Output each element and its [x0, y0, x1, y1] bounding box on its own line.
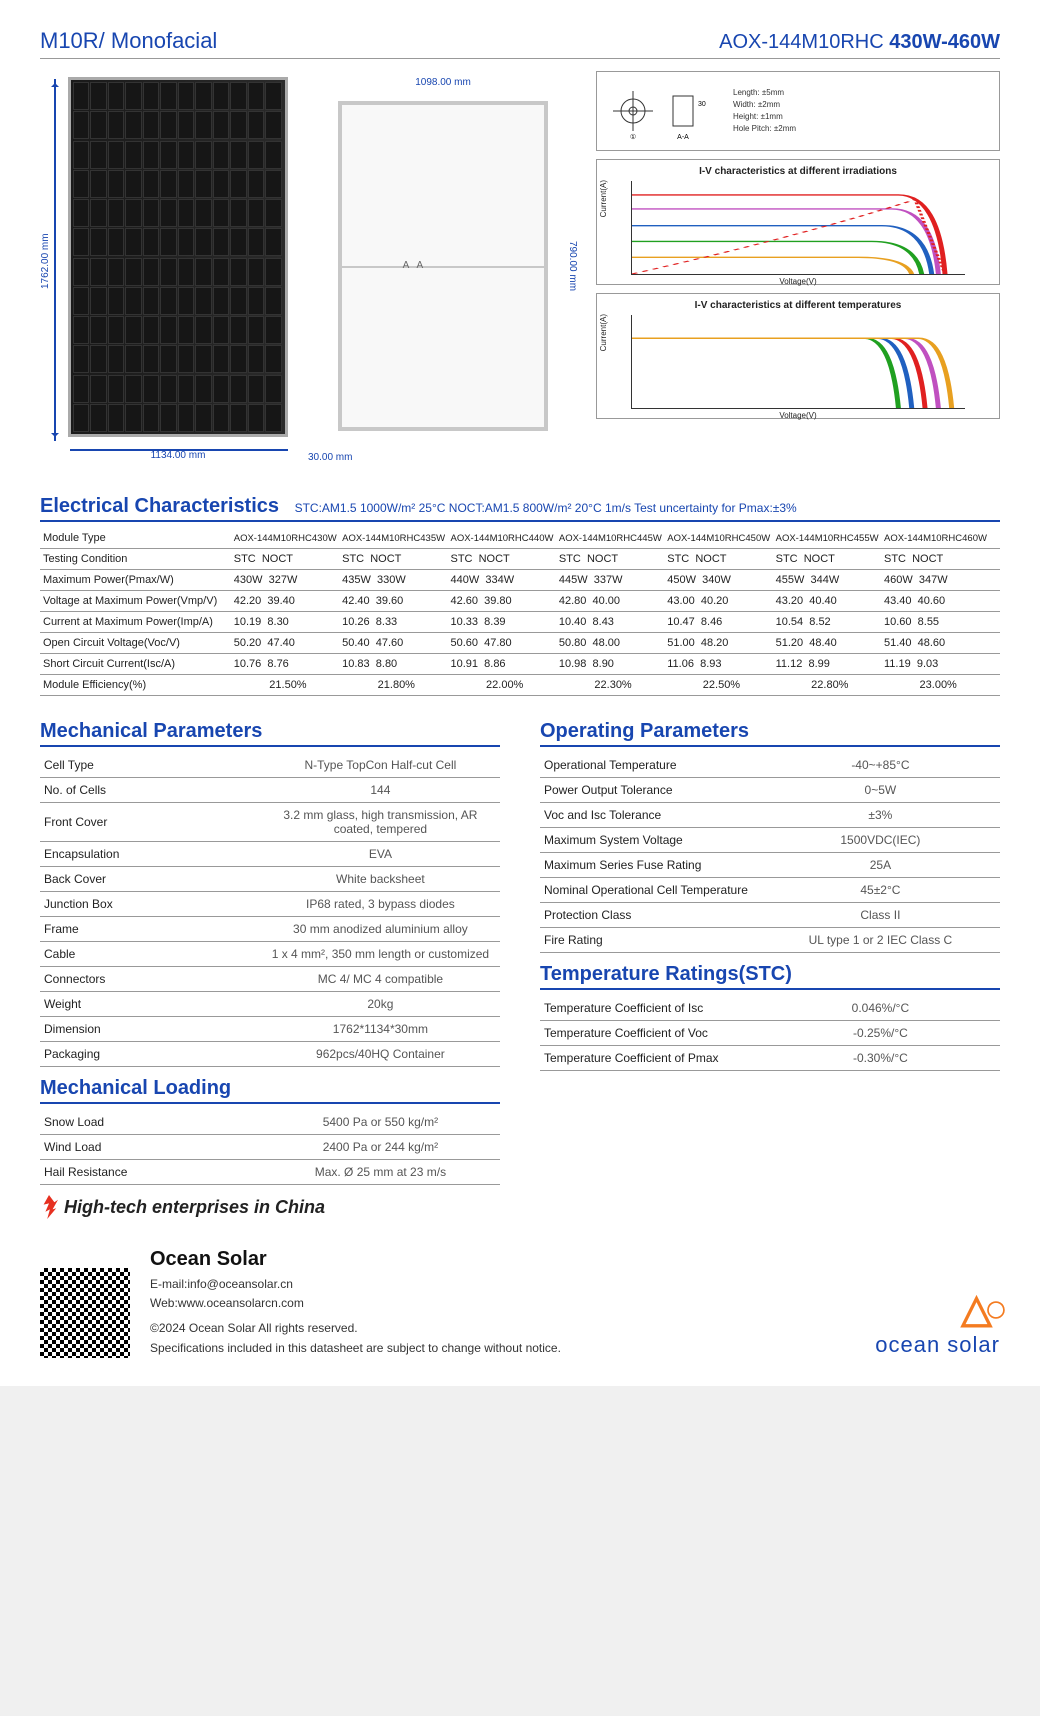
table-row: Current at Maximum Power(Imp/A)10.19 8.3… [40, 612, 1000, 633]
disclaimer: Specifications included in this datashee… [150, 1339, 561, 1358]
panel-height-dim: 1762.00 mm [40, 81, 62, 441]
temperature-table: Temperature Coefficient of Isc0.046%/°CT… [540, 996, 1000, 1071]
table-row: Short Circuit Current(Isc/A)10.76 8.7610… [40, 654, 1000, 675]
loading-table: Snow Load5400 Pa or 550 kg/m²Wind Load24… [40, 1110, 500, 1185]
efficiency-row: Module Efficiency(%)21.50%21.80%22.00%22… [40, 675, 1000, 696]
chart-title: I-V characteristics at different tempera… [603, 300, 993, 311]
detail-drawing: ① 30 A-A Length: ±5mmWidth: ±2mmHeight: ±1… [596, 71, 1000, 151]
operating-title: Operating Parameters [540, 720, 1000, 747]
panel-front-view: 1762.00 mm 1134.00 mm [40, 71, 300, 471]
website: Web:www.oceansolarcn.com [150, 1294, 561, 1313]
table-row: Front Cover3.2 mm glass, high transmissi… [40, 803, 500, 842]
product-code: M10R/ [40, 28, 105, 53]
table-row: Packaging962pcs/40HQ Container [40, 1042, 500, 1067]
table-row: Maximum System Voltage1500VDC(IEC) [540, 828, 1000, 853]
frame-height-dim: 790.00 mm [567, 101, 578, 431]
table-row: Voc and Isc Tolerance±3% [540, 803, 1000, 828]
table-row: Wind Load2400 Pa or 244 kg/m² [40, 1135, 500, 1160]
right-column: Operating Parameters Operational Tempera… [540, 710, 1000, 1185]
test-conditions: STC:AM1.5 1000W/m² 25°C NOCT:AM1.5 800W/… [295, 501, 797, 515]
table-row: Voltage at Maximum Power(Vmp/V)42.20 39.… [40, 591, 1000, 612]
module-type-row: Module TypeAOX-144M10RHC430WAOX-144M10RH… [40, 528, 1000, 549]
table-row: Frame30 mm anodized aluminium alloy [40, 917, 500, 942]
table-row: Weight20kg [40, 992, 500, 1017]
table-row: Cable1 x 4 mm², 350 mm length or customi… [40, 942, 500, 967]
y-axis-label: Current(A) [599, 180, 608, 217]
table-row: EncapsulationEVA [40, 842, 500, 867]
panel-width-dim: 1134.00 mm [68, 450, 288, 461]
company-name: Ocean Solar [150, 1243, 561, 1275]
x-axis-label: Voltage(V) [597, 411, 999, 420]
electrical-table: Module TypeAOX-144M10RHC430WAOX-144M10RH… [40, 528, 1000, 696]
svg-text:30: 30 [698, 101, 706, 108]
table-row: Power Output Tolerance0~5W [540, 778, 1000, 803]
power-range: 430W-460W [889, 31, 1000, 53]
table-row: Maximum Power(Pmax/W)430W 327W435W 330W4… [40, 570, 1000, 591]
table-row: Fire RatingUL type 1 or 2 IEC Class C [540, 928, 1000, 953]
enterprise-badge: High-tech enterprises in China [40, 1195, 1000, 1219]
copyright: ©2024 Ocean Solar All rights reserved. [150, 1319, 561, 1338]
svg-text:A-A: A-A [677, 134, 689, 141]
qr-code [40, 1268, 130, 1358]
y-axis-label: Current(A) [599, 314, 608, 351]
header: M10R/ Monofacial AOX-144M10RHC 430W-460W [40, 28, 1000, 59]
email: E-mail:info@oceansolar.cn [150, 1275, 561, 1294]
table-row: Temperature Coefficient of Pmax-0.30%/°C [540, 1046, 1000, 1071]
frame-width-dim: 1098.00 mm [338, 77, 548, 88]
product-type: Monofacial [111, 28, 217, 53]
thickness-dim: 30.00 mm [308, 452, 352, 463]
electrical-title: Electrical Characteristics STC:AM1.5 100… [40, 495, 1000, 522]
table-row: Dimension1762*1134*30mm [40, 1017, 500, 1042]
panel-back-view: 1098.00 mm A A 790.00 mm 30.00 mm [318, 71, 578, 471]
table-row: Nominal Operational Cell Temperature45±2… [540, 878, 1000, 903]
table-row: Snow Load5400 Pa or 550 kg/m² [40, 1110, 500, 1135]
logo-icon: △○ [875, 1286, 1000, 1332]
x-axis-label: Voltage(V) [597, 277, 999, 286]
table-row: Junction BoxIP68 rated, 3 bypass diodes [40, 892, 500, 917]
left-column: Mechanical Parameters Cell TypeN-Type To… [40, 710, 500, 1185]
table-row: Open Circuit Voltage(Voc/V)50.20 47.4050… [40, 633, 1000, 654]
mechanical-table: Cell TypeN-Type TopCon Half-cut CellNo. … [40, 753, 500, 1067]
table-row: Temperature Coefficient of Isc0.046%/°C [540, 996, 1000, 1021]
footer-contact: Ocean Solar E-mail:info@oceansolar.cn We… [150, 1243, 561, 1358]
footer: Ocean Solar E-mail:info@oceansolar.cn We… [40, 1243, 1000, 1358]
brand-logo: △○ ocean solar [875, 1286, 1000, 1358]
svg-text:①: ① [630, 133, 636, 141]
table-row: Back CoverWhite backsheet [40, 867, 500, 892]
table-row: Temperature Coefficient of Voc-0.25%/°C [540, 1021, 1000, 1046]
header-left: M10R/ Monofacial [40, 28, 217, 54]
chart-title: I-V characteristics at different irradia… [603, 166, 993, 177]
table-row: ConnectorsMC 4/ MC 4 compatible [40, 967, 500, 992]
panel-cells [68, 77, 288, 437]
tolerance-list: Length: ±5mmWidth: ±2mmHeight: ±1mmHole … [733, 87, 796, 135]
operating-table: Operational Temperature-40~+85°CPower Ou… [540, 753, 1000, 953]
testing-condition-row: Testing ConditionSTC NOCTSTC NOCTSTC NOC… [40, 549, 1000, 570]
table-row: Hail ResistanceMax. Ø 25 mm at 23 m/s [40, 1160, 500, 1185]
iv-temperature-chart: I-V characteristics at different tempera… [596, 293, 1000, 419]
top-diagrams: 1762.00 mm 1134.00 mm 1098.00 mm A A 790… [40, 71, 1000, 471]
table-row: Operational Temperature-40~+85°C [540, 753, 1000, 778]
table-row: No. of Cells144 [40, 778, 500, 803]
logo-text: ocean solar [875, 1332, 1000, 1358]
iv-irradiation-chart: I-V characteristics at different irradia… [596, 159, 1000, 285]
model-number: AOX-144M10RHC [719, 31, 884, 53]
datasheet-page: M10R/ Monofacial AOX-144M10RHC 430W-460W… [0, 0, 1040, 1386]
header-right: AOX-144M10RHC 430W-460W [719, 31, 1000, 54]
mechanical-title: Mechanical Parameters [40, 720, 500, 747]
charts-column: ① 30 A-A Length: ±5mmWidth: ±2mmHeight: ±1… [596, 71, 1000, 471]
spec-columns: Mechanical Parameters Cell TypeN-Type To… [40, 710, 1000, 1185]
temperature-title: Temperature Ratings(STC) [540, 963, 1000, 990]
table-row: Cell TypeN-Type TopCon Half-cut Cell [40, 753, 500, 778]
loading-title: Mechanical Loading [40, 1077, 500, 1104]
table-row: Protection ClassClass II [540, 903, 1000, 928]
table-row: Maximum Series Fuse Rating25A [540, 853, 1000, 878]
